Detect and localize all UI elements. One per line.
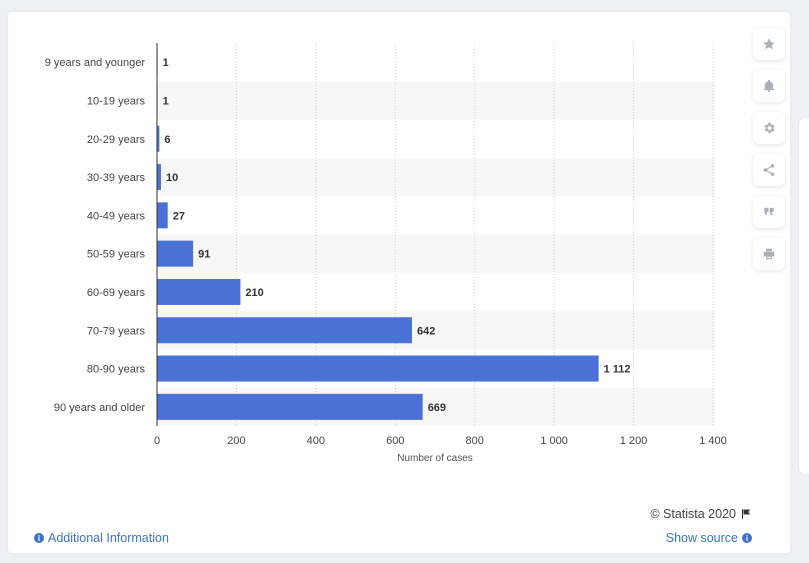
chart-card: 1 9 years and younger 1 10-19 years 6 20-29 y… [8, 12, 790, 553]
bar[interactable] [157, 164, 161, 191]
value-label: 1 112 [604, 364, 631, 376]
category-label: 80-90 years [87, 364, 146, 376]
bar[interactable] [157, 278, 241, 305]
x-tick-label: 1 000 [540, 435, 568, 447]
category-label: 30-39 years [87, 172, 146, 184]
category-label: 20-29 years [87, 134, 146, 146]
bar[interactable] [157, 125, 160, 152]
bar[interactable] [157, 355, 599, 382]
additional-information-label: Additional Information [48, 531, 169, 545]
category-label: 10-19 years [87, 95, 146, 107]
value-label: 6 [164, 134, 170, 146]
cite-button[interactable] [753, 196, 785, 228]
info-icon: i [34, 533, 44, 543]
bar[interactable] [157, 393, 423, 420]
share-icon [763, 164, 775, 176]
quote-icon [764, 207, 774, 215]
print-icon [763, 248, 775, 260]
bar[interactable] [157, 240, 194, 267]
category-label: 60-69 years [87, 287, 146, 299]
value-label: 1 [163, 57, 169, 69]
value-label: 642 [417, 325, 435, 337]
share-button[interactable] [753, 154, 785, 186]
bar[interactable] [157, 317, 412, 344]
category-label: 90 years and older [54, 402, 145, 414]
x-axis-title: Number of cases [397, 453, 473, 464]
additional-information-link[interactable]: i Additional Information [34, 531, 169, 545]
x-tick-label: 200 [227, 435, 245, 447]
settings-button[interactable] [753, 112, 785, 144]
row-band [157, 157, 715, 197]
category-label: 50-59 years [87, 249, 146, 261]
row-band [157, 81, 715, 120]
credit-text: © Statista 2020 [650, 507, 736, 521]
gear-icon [764, 122, 775, 134]
x-tick-label: 0 [154, 435, 160, 447]
x-tick-label: 1 400 [699, 435, 727, 447]
category-label: 9 years and younger [45, 57, 146, 69]
bar-chart: 1 9 years and younger 1 10-19 years 6 20-29 y… [45, 43, 727, 464]
info-icon: i [742, 533, 752, 543]
bar[interactable] [157, 202, 168, 229]
star-icon [763, 38, 775, 50]
print-button[interactable] [753, 238, 785, 270]
value-label: 669 [428, 402, 446, 414]
category-label: 70-79 years [87, 325, 146, 337]
row-band [157, 234, 715, 273]
value-label: 1 [163, 95, 169, 107]
x-tick-label: 400 [307, 435, 325, 447]
x-tick-label: 1 200 [620, 435, 648, 447]
bell-icon [763, 79, 775, 92]
x-tick-label: 600 [386, 435, 404, 447]
show-source-link[interactable]: Show source i [666, 531, 752, 545]
notification-button[interactable] [753, 70, 785, 102]
favorite-button[interactable] [753, 28, 785, 60]
value-label: 210 [245, 287, 263, 299]
category-label: 40-49 years [87, 210, 146, 222]
show-source-label: Show source [665, 531, 738, 545]
value-label: 27 [173, 210, 185, 222]
value-label: 91 [198, 249, 210, 261]
statista-credit: © Statista 2020 [650, 507, 752, 521]
side-panel-edge [799, 118, 809, 474]
value-label: 10 [166, 172, 178, 184]
x-tick-label: 800 [466, 435, 484, 447]
flag-icon[interactable] [740, 508, 752, 520]
